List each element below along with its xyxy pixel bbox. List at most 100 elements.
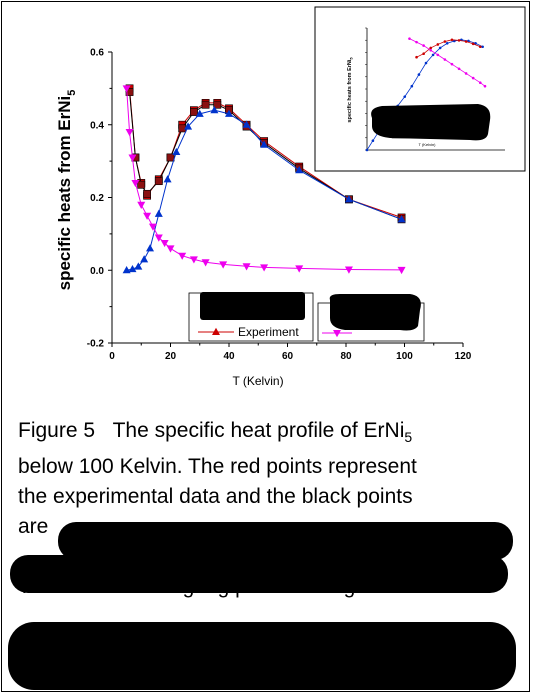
series-blue-point (154, 209, 163, 217)
inset-series-magenta-line (409, 38, 486, 87)
main-plot-area: 0 20 40 60 80 100 120 -0.2 0.0 0.2 0.4 0.6 T (Kelvin… (55, 48, 472, 389)
caption-line-3: the experimental data and the black poin… (18, 485, 413, 509)
caption-line-1-text: The specific heat profile of ErNi (112, 419, 405, 442)
inset-y-axis-label: specific heats from ErNi5 (347, 57, 354, 123)
inset-x-axis-label: T (Kelvin) (418, 142, 436, 147)
x-tick-label: 60 (282, 351, 294, 362)
series-blue-point (242, 120, 251, 128)
x-tick-label: 80 (340, 351, 352, 362)
series-magenta-point (131, 179, 140, 188)
legend-experiment-marker (212, 327, 220, 335)
inset-series-blue-point (371, 139, 375, 143)
caption-redaction-2 (10, 555, 508, 593)
inset-series-magenta-point (450, 62, 454, 66)
series-blue-point (172, 147, 181, 156)
series-black-point (201, 100, 210, 109)
inset-y-axis-label-subscript: 5 (349, 57, 354, 60)
series-blue-point (210, 106, 219, 114)
inset-series-blue-point (403, 95, 407, 98)
inset-series-magenta-point (471, 76, 475, 80)
series-blue-point (184, 122, 193, 130)
inset-series-blue-point (431, 53, 435, 57)
series-black-point (190, 108, 198, 116)
series-magenta-point (128, 154, 137, 162)
legend-experiment-label: Experiment (238, 325, 299, 339)
inset-series-red-point (443, 40, 447, 43)
caption-line-1: Figure 5 The specific heat profile of Er… (18, 416, 518, 452)
legend-redaction-right (329, 294, 421, 331)
series-magenta-point (295, 265, 304, 273)
inset-series-magenta-point (443, 58, 447, 61)
legend-magenta-marker (333, 330, 341, 338)
inset-series-red-point (464, 40, 468, 43)
series-black-line (129, 91, 402, 220)
x-axis-label: T (Kelvin) (232, 374, 283, 388)
series-magenta-point (397, 266, 406, 275)
series-magenta-point (137, 201, 146, 209)
inset-series-magenta-point (436, 53, 440, 57)
inset-series-blue-point (424, 61, 428, 65)
caption-redaction-1 (58, 522, 513, 560)
series-blue-point (134, 262, 143, 270)
inset-series-magenta-point (457, 67, 461, 71)
inset-series-red-point (457, 39, 461, 42)
y-tick-label: -0.2 (87, 339, 105, 350)
caption-line-4: are (18, 512, 518, 542)
series-blue-point (128, 264, 137, 273)
series-magenta-point (125, 129, 134, 137)
legend-redaction-left (200, 292, 305, 320)
inset-series-magenta-point (464, 72, 468, 75)
series-blue-point (225, 109, 233, 117)
series-magenta-point (122, 85, 131, 93)
series-blue-point (344, 195, 353, 203)
series-blue-point (295, 166, 304, 174)
inset-chart: specific heats from ErNi5 T (Kelvin) (314, 6, 526, 172)
inset-series-red-point (429, 46, 433, 50)
x-tick-label: 40 (223, 351, 235, 362)
inset-series-blue-point (365, 148, 369, 152)
series-blue-point (195, 109, 204, 117)
inset-legend-redaction (371, 104, 491, 141)
y-tick-label: 0.6 (90, 48, 104, 59)
series-blue-point (163, 175, 172, 183)
caption-redaction-3 (8, 622, 516, 690)
x-tick-label: 120 (455, 351, 472, 362)
main-chart: 0 20 40 60 80 100 120 -0.2 0.0 0.2 0.4 0.6 T (Kelvin… (55, 6, 526, 389)
inset-series-red-point (415, 55, 418, 59)
series-blue-point (146, 244, 155, 252)
y-tick-label: 0.2 (90, 193, 104, 204)
series-magenta-point (201, 259, 210, 267)
y-tick-label: 0.0 (90, 266, 104, 277)
series-magenta-point (242, 263, 251, 271)
series-magenta-point (260, 264, 269, 272)
inset-series-blue-point (481, 45, 484, 49)
y-axis-label: specific heats from ErNi5 (55, 90, 78, 291)
caption-subscript: 5 (404, 429, 413, 446)
inset-series-red-line (416, 39, 481, 58)
inset-series-magenta-point (483, 84, 487, 88)
series-black-point (154, 177, 163, 186)
caption-line-2: below 100 Kelvin. The red points represe… (18, 455, 417, 479)
inset-frame (314, 6, 526, 172)
inset-series-red-point (471, 42, 475, 46)
y-tick-label: 0.4 (90, 120, 104, 131)
series-magenta-point (189, 256, 198, 264)
inset-series-blue-point (438, 46, 442, 50)
series-black-point (213, 100, 222, 109)
inset-series-blue-point (474, 41, 477, 45)
inset-series-blue-point (410, 84, 414, 88)
inset-series-magenta-point (422, 44, 425, 47)
inset-series-red-point (436, 43, 440, 46)
series-blue-point (260, 140, 269, 148)
figure-label: Figure 5 (18, 419, 96, 442)
inset-series-blue-point (445, 41, 449, 45)
inset-series-red-point (422, 52, 425, 56)
series-blue-point (140, 255, 149, 263)
x-tick-label: 0 (109, 351, 115, 362)
inset-series-magenta-point (408, 37, 411, 40)
series-magenta-point (154, 234, 163, 242)
series-magenta-point (160, 239, 169, 248)
x-tick-label: 100 (396, 351, 413, 362)
y-axis-label-subscript: 5 (66, 90, 78, 96)
